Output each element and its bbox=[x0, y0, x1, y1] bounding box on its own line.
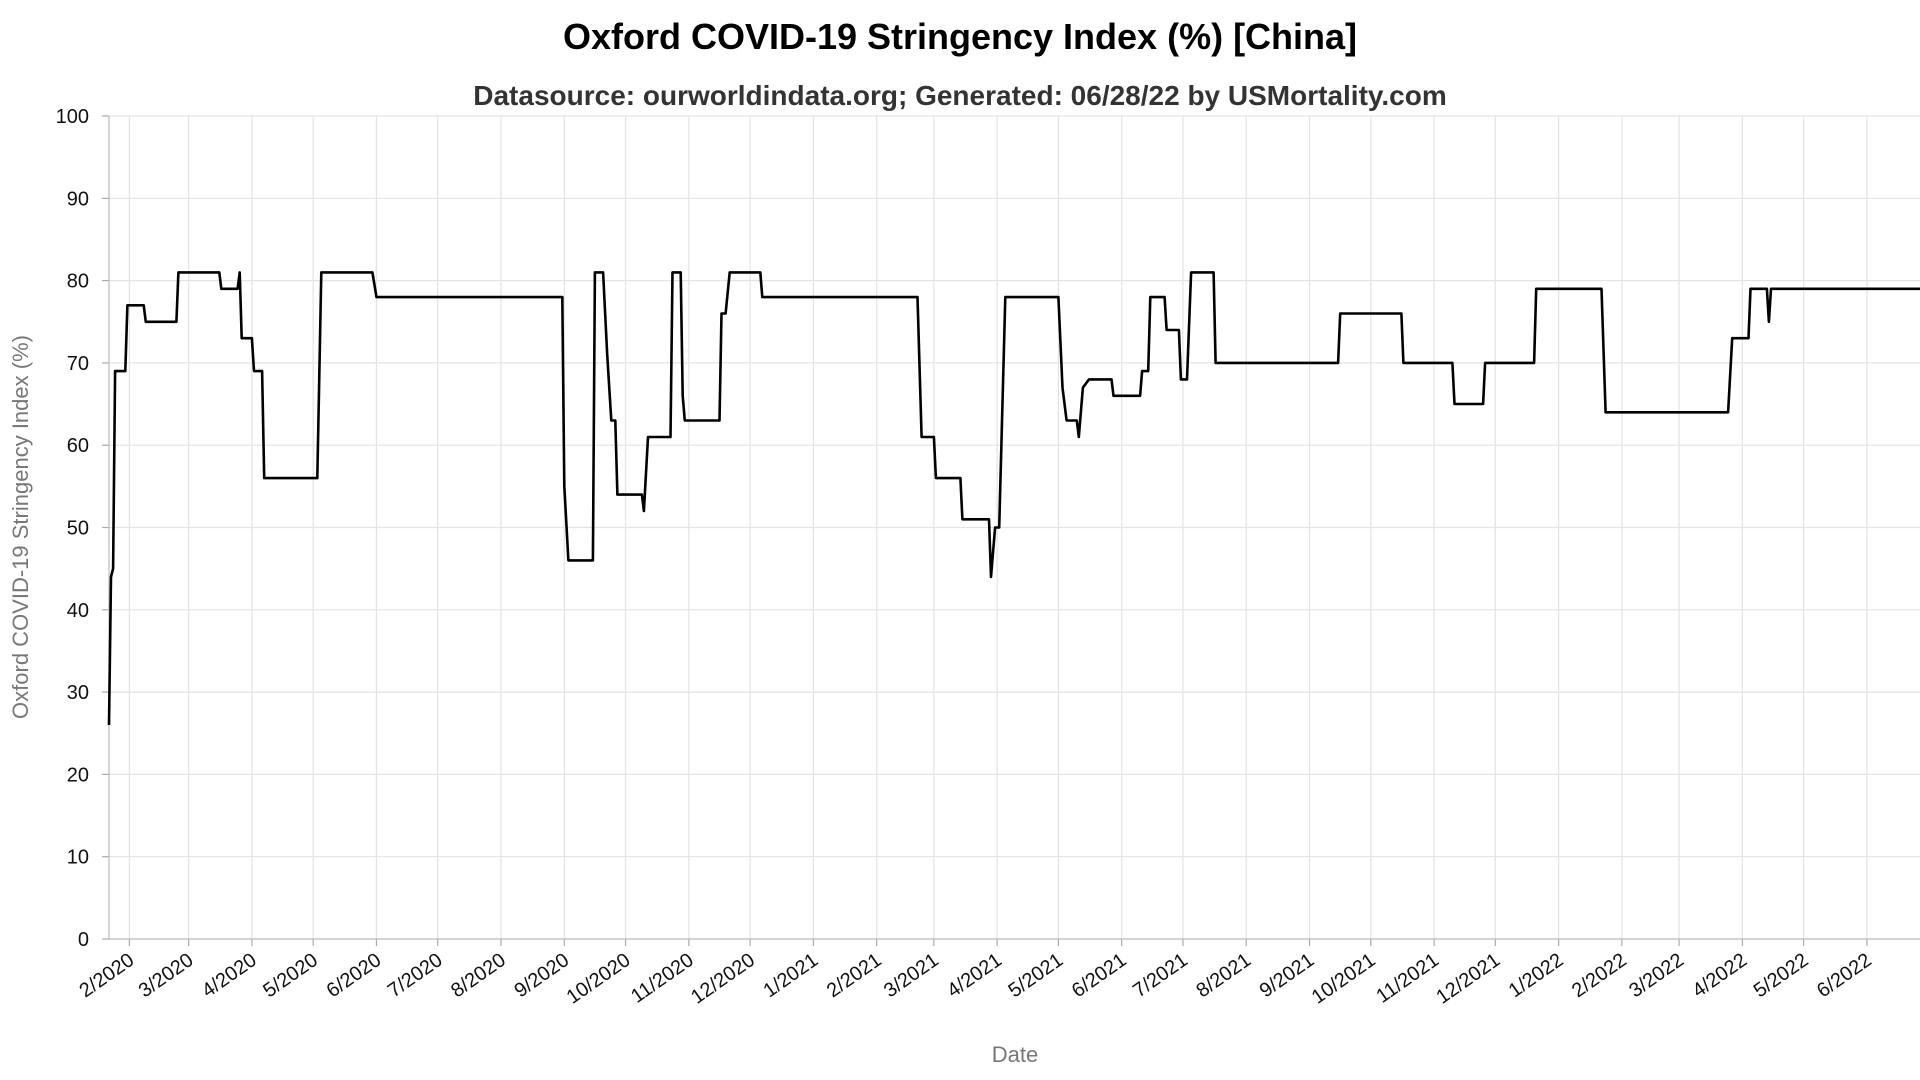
x-tick-label: 3/2020 bbox=[135, 949, 198, 1002]
x-tick-label: 10/2021 bbox=[1308, 949, 1380, 1008]
y-tick-label: 80 bbox=[67, 271, 89, 293]
x-tick-label: 9/2020 bbox=[510, 949, 573, 1002]
y-tick-label: 60 bbox=[67, 435, 89, 457]
y-tick-label: 90 bbox=[67, 188, 89, 210]
x-tick-label: 3/2021 bbox=[880, 949, 943, 1002]
x-tick-label: 4/2021 bbox=[943, 949, 1006, 1002]
y-tick-label: 50 bbox=[67, 518, 89, 540]
chart-subtitle: Datasource: ourworldindata.org; Generate… bbox=[473, 80, 1447, 111]
x-tick-label: 12/2021 bbox=[1432, 949, 1504, 1008]
x-tick-label: 8/2020 bbox=[447, 949, 510, 1002]
x-tick-label: 1/2022 bbox=[1505, 949, 1568, 1002]
x-tick-label: 2/2021 bbox=[823, 949, 886, 1002]
x-tick-label: 2/2022 bbox=[1568, 949, 1631, 1002]
x-tick-label: 5/2020 bbox=[259, 949, 322, 1002]
series-layer bbox=[107, 271, 1920, 726]
y-tick-label: 70 bbox=[67, 353, 89, 375]
y-tick-label: 0 bbox=[78, 929, 89, 951]
x-tick-label: 6/2020 bbox=[323, 949, 386, 1002]
axes bbox=[102, 115, 1920, 946]
y-tick-label: 30 bbox=[67, 682, 89, 704]
x-tick-label: 3/2022 bbox=[1625, 949, 1688, 1002]
x-tick-label: 9/2021 bbox=[1256, 949, 1319, 1002]
y-tick-label: 20 bbox=[67, 764, 89, 786]
x-tick-label: 1/2021 bbox=[760, 949, 823, 1002]
x-tick-label: 5/2021 bbox=[1005, 949, 1068, 1002]
x-axis-title: Date bbox=[992, 1042, 1038, 1067]
grid-lines bbox=[109, 115, 1920, 940]
x-tick-label: 11/2021 bbox=[1372, 949, 1443, 1008]
y-tick-label: 40 bbox=[67, 600, 89, 622]
x-tick-label: 2/2020 bbox=[76, 949, 139, 1002]
chart-title: Oxford COVID-19 Stringency Index (%) [Ch… bbox=[562, 16, 1358, 57]
x-tick-label: 6/2021 bbox=[1068, 949, 1131, 1002]
x-tick-label: 7/2021 bbox=[1129, 949, 1192, 1002]
series-line bbox=[107, 271, 1920, 726]
y-tick-label: 100 bbox=[56, 106, 89, 128]
x-tick-label: 5/2022 bbox=[1750, 949, 1813, 1002]
y-tick-label: 10 bbox=[67, 847, 89, 869]
y-tick-labels: 0 10 20 30 40 50 60 70 80 90 100 bbox=[56, 106, 89, 951]
x-tick-label: 7/2020 bbox=[384, 949, 447, 1002]
x-tick-label: 8/2021 bbox=[1192, 949, 1255, 1002]
x-tick-label: 11/2020 bbox=[627, 949, 698, 1008]
x-tick-label: 6/2022 bbox=[1813, 949, 1876, 1002]
y-axis-title: Oxford COVID-19 Stringency Index (%) bbox=[8, 335, 33, 719]
x-tick-label: 10/2020 bbox=[563, 949, 635, 1008]
x-tick-label: 4/2022 bbox=[1689, 949, 1752, 1002]
x-tick-label: 4/2020 bbox=[198, 949, 261, 1002]
x-tick-label: 12/2020 bbox=[687, 949, 759, 1008]
